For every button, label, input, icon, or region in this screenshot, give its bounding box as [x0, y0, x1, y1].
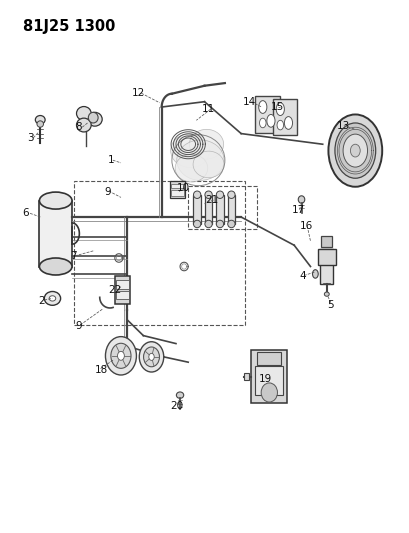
Ellipse shape	[312, 270, 318, 278]
Ellipse shape	[328, 115, 382, 187]
Ellipse shape	[193, 191, 201, 198]
Text: 12: 12	[132, 88, 145, 98]
Text: 9: 9	[76, 321, 82, 331]
Text: 14: 14	[243, 96, 256, 107]
Text: 3: 3	[27, 133, 34, 143]
Text: 8: 8	[76, 122, 82, 132]
Ellipse shape	[175, 155, 208, 182]
Ellipse shape	[144, 347, 160, 367]
Bar	[256, 366, 283, 395]
Text: 5: 5	[327, 300, 333, 310]
Ellipse shape	[44, 292, 61, 305]
Ellipse shape	[117, 351, 124, 360]
Ellipse shape	[37, 121, 43, 127]
Bar	[171, 190, 184, 196]
Ellipse shape	[343, 134, 368, 167]
Ellipse shape	[276, 103, 284, 116]
Bar	[320, 249, 333, 284]
Ellipse shape	[267, 115, 275, 127]
Bar	[171, 183, 184, 188]
Ellipse shape	[171, 134, 210, 167]
Ellipse shape	[39, 258, 72, 275]
Text: 17: 17	[292, 205, 305, 215]
Text: 22: 22	[108, 286, 121, 295]
Ellipse shape	[76, 107, 91, 120]
Ellipse shape	[111, 343, 131, 368]
Ellipse shape	[261, 383, 277, 402]
Ellipse shape	[298, 196, 305, 203]
Bar	[244, 373, 249, 379]
Bar	[188, 185, 258, 229]
Bar	[216, 195, 224, 224]
Ellipse shape	[259, 101, 267, 114]
Bar	[205, 195, 212, 224]
Bar	[170, 181, 185, 198]
Ellipse shape	[149, 353, 154, 360]
Text: 6: 6	[22, 208, 29, 219]
Text: 15: 15	[271, 102, 285, 112]
Ellipse shape	[39, 192, 72, 209]
Ellipse shape	[216, 220, 224, 228]
Text: 9: 9	[104, 187, 111, 197]
Ellipse shape	[49, 296, 56, 301]
Ellipse shape	[193, 220, 201, 228]
Ellipse shape	[228, 191, 235, 198]
Text: 21: 21	[205, 195, 218, 205]
Text: 10: 10	[177, 183, 190, 193]
Text: 11: 11	[202, 104, 215, 114]
Ellipse shape	[284, 117, 292, 130]
Ellipse shape	[139, 342, 164, 372]
Ellipse shape	[176, 392, 184, 398]
Bar	[252, 350, 287, 403]
Ellipse shape	[205, 191, 212, 198]
Text: 18: 18	[95, 365, 108, 375]
Bar	[256, 96, 280, 133]
Ellipse shape	[88, 112, 98, 123]
Text: 81J25 1300: 81J25 1300	[23, 19, 115, 34]
Ellipse shape	[335, 123, 376, 178]
Bar	[115, 276, 130, 304]
Ellipse shape	[177, 140, 224, 180]
Text: 2: 2	[38, 296, 45, 306]
Text: 7: 7	[70, 251, 76, 261]
Text: 19: 19	[259, 374, 272, 384]
Ellipse shape	[205, 220, 212, 228]
Bar	[74, 181, 245, 325]
Bar	[117, 280, 129, 289]
Ellipse shape	[76, 118, 91, 132]
Text: 1: 1	[108, 155, 114, 165]
Ellipse shape	[189, 130, 224, 159]
Ellipse shape	[324, 292, 329, 296]
Ellipse shape	[106, 337, 137, 375]
Text: 20: 20	[170, 401, 183, 411]
Bar	[228, 195, 235, 224]
Text: 16: 16	[300, 221, 313, 231]
Ellipse shape	[88, 112, 102, 126]
Ellipse shape	[277, 120, 283, 130]
Bar	[318, 249, 336, 265]
Bar	[39, 200, 72, 266]
Bar	[321, 236, 333, 247]
Bar	[273, 99, 297, 135]
Ellipse shape	[351, 144, 360, 157]
Text: 4: 4	[299, 271, 306, 280]
Text: 13: 13	[337, 120, 350, 131]
Ellipse shape	[35, 116, 45, 124]
Ellipse shape	[193, 151, 224, 177]
Ellipse shape	[216, 191, 224, 198]
Bar	[193, 195, 201, 224]
Ellipse shape	[228, 220, 235, 228]
Bar	[258, 352, 281, 365]
Bar	[117, 291, 129, 300]
Ellipse shape	[260, 118, 266, 128]
